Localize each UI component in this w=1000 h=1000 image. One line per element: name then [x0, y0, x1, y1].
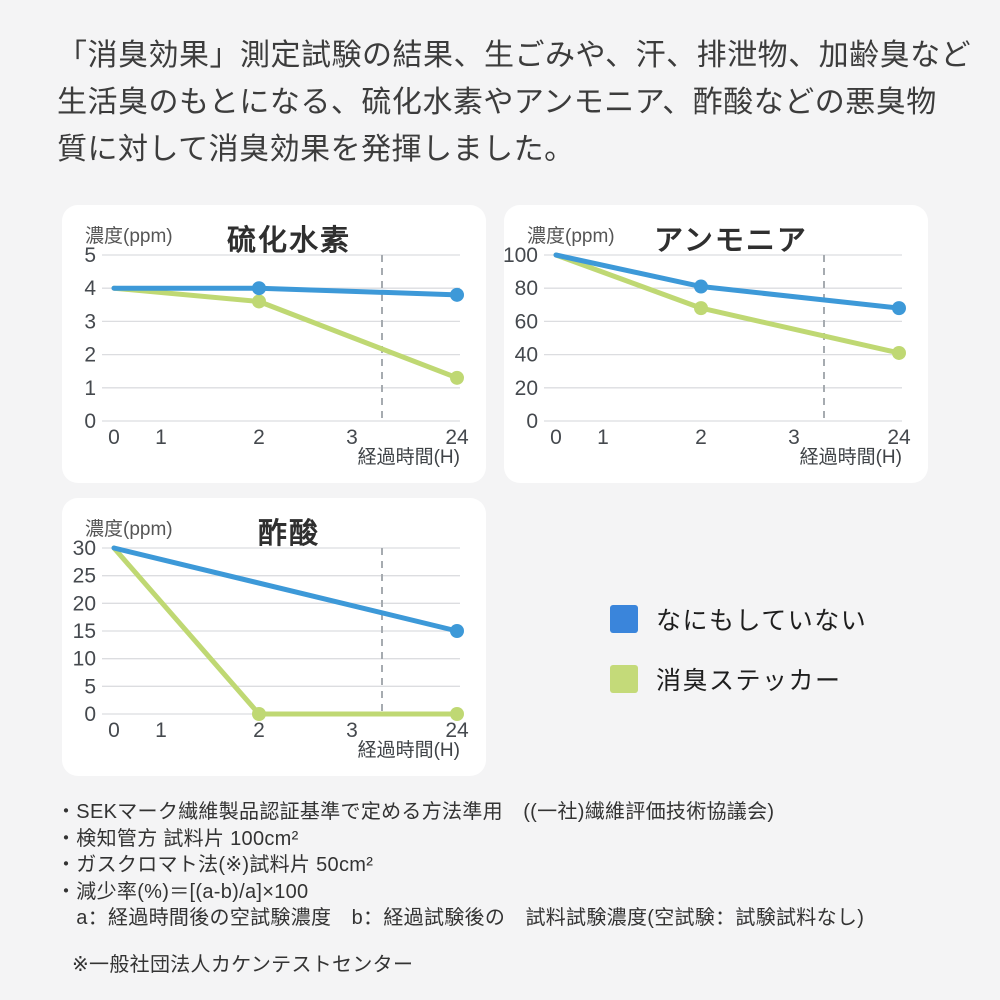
y-tick-label: 60 — [515, 310, 538, 333]
footnote-line-1: ・SEKマーク繊維製品認証基準で定める方法準用 ((一社)繊維評価技術協議会) — [56, 801, 775, 823]
y-tick-label: 40 — [515, 344, 538, 367]
y-tick-label: 25 — [73, 565, 96, 588]
x-tick-label: 0 — [550, 426, 562, 449]
chart-title: 酢酸 — [258, 517, 320, 550]
y-tick-label: 5 — [84, 675, 96, 698]
x-tick-label: 2 — [695, 426, 707, 449]
y-tick-label: 10 — [73, 648, 96, 671]
x-tick-label: 0 — [108, 719, 120, 742]
chart-title: アンモニア — [654, 225, 808, 257]
y-tick-label: 0 — [84, 410, 96, 433]
marker-series-1 — [252, 294, 266, 309]
marker-series-0 — [892, 301, 906, 316]
marker-series-1 — [252, 707, 266, 721]
y-tick-label: 100 — [504, 244, 538, 267]
marker-series-1 — [694, 301, 708, 316]
y-tick-label: 80 — [515, 277, 538, 300]
legend-item-deodorant-sticker: 消臭ステッカー — [610, 661, 867, 697]
line-series-0 — [553, 252, 902, 311]
x-tick-label: 24 — [445, 719, 469, 742]
y-tick-label: 15 — [73, 620, 96, 643]
y-tick-label: 0 — [526, 410, 538, 433]
intro-line-1: 「消臭効果」測定試験の結果、生ごみや、汗、排泄物、加齢臭など — [57, 39, 972, 72]
legend-label-untreated: なにもしていない — [656, 607, 868, 635]
y-tick-label: 2 — [84, 344, 96, 367]
intro-text: 「消臭効果」測定試験の結果、生ごみや、汗、排泄物、加齢臭など 生活臭のもとになる… — [57, 32, 971, 173]
footnote-testcenter: ※一般社団法人カケンテストセンター — [72, 953, 414, 976]
intro-line-3: 質に対して消臭効果を発揮しました。 — [57, 133, 575, 166]
legend-swatch-blue — [610, 605, 638, 633]
x-tick-label: 2 — [253, 719, 265, 742]
x-axis-label: 経過時間(H) — [800, 446, 902, 468]
y-axis-label: 濃度(ppm) — [85, 225, 173, 247]
marker-series-0 — [252, 281, 266, 296]
marker-series-0 — [450, 287, 464, 302]
x-tick-label: 2 — [253, 426, 265, 449]
chart-ammonia: 0 20 40 60 80 100 0 1 2 3 24 濃度(ppm) 経過時間(H) アンモニア — [503, 225, 911, 468]
chart-card-acetic-acid: 0 5 10 15 20 25 30 0 1 2 3 24 濃度(ppm) 経過時間(H) 酢酸 — [62, 498, 486, 776]
y-tick-label: 3 — [84, 310, 96, 333]
footnotes: ・SEKマーク繊維製品認証基準で定める方法準用 ((一社)繊維評価技術協議会) … — [56, 799, 864, 978]
y-tick-label: 1 — [84, 377, 96, 400]
x-tick-label: 1 — [155, 719, 167, 742]
marker-series-1 — [450, 707, 464, 721]
x-tick-label: 3 — [788, 426, 800, 449]
x-tick-label: 3 — [346, 426, 358, 449]
x-tick-label: 1 — [597, 426, 609, 449]
line-series-0 — [111, 545, 460, 634]
footnote-line-3: ・ガスクロマト法(※)試料片 50cm² — [56, 854, 374, 876]
x-tick-label: 24 — [887, 426, 911, 449]
x-tick-label: 24 — [445, 426, 469, 449]
y-axis-label: 濃度(ppm) — [85, 518, 173, 540]
chart-title: 硫化水素 — [227, 223, 351, 257]
marker-series-1 — [892, 345, 906, 360]
chart-card-hydrogen-sulfide: 0 1 2 3 4 5 0 1 2 3 24 濃度(ppm) 経過時間(H) 硫化水素 — [62, 205, 486, 483]
line-series-1 — [111, 285, 460, 381]
marker-series-0 — [450, 624, 464, 638]
y-tick-label: 20 — [73, 592, 96, 615]
marker-series-1 — [450, 370, 464, 385]
legend-label-deodorant-sticker: 消臭ステッカー — [656, 667, 842, 695]
intro-line-2: 生活臭のもとになる、硫化水素やアンモニア、酢酸などの悪臭物 — [57, 86, 937, 119]
footnote-line-2: ・検知管方 試料片 100cm² — [56, 827, 299, 850]
y-tick-label: 4 — [84, 277, 96, 300]
y-tick-label: 5 — [84, 244, 96, 267]
x-tick-label: 0 — [108, 426, 120, 449]
x-axis-label: 経過時間(H) — [358, 739, 460, 761]
y-axis-label: 濃度(ppm) — [527, 225, 615, 247]
legend-swatch-green — [610, 665, 638, 693]
y-tick-label: 0 — [84, 703, 96, 726]
chart-hydrogen-sulfide: 0 1 2 3 4 5 0 1 2 3 24 濃度(ppm) 経過時間(H) 硫化水素 — [84, 223, 469, 468]
marker-series-0 — [694, 279, 708, 294]
footnote-line-5: a：経過時間後の空試験濃度 b：経過試験後の 試料試験濃度(空試験：試験試料なし… — [56, 907, 865, 929]
y-tick-label: 30 — [73, 537, 96, 560]
footnote-line-4: ・減少率(%)＝[(a-b)/a]×100 — [56, 880, 309, 903]
legend-item-untreated: なにもしていない — [610, 601, 867, 637]
x-axis-label: 経過時間(H) — [358, 446, 460, 468]
legend: なにもしていない 消臭ステッカー — [610, 601, 867, 721]
x-tick-label: 1 — [155, 426, 167, 449]
chart-card-ammonia: 0 20 40 60 80 100 0 1 2 3 24 濃度(ppm) 経過時間(H) アンモニア — [503, 205, 928, 483]
y-tick-label: 20 — [515, 377, 538, 400]
x-tick-label: 3 — [346, 719, 358, 742]
